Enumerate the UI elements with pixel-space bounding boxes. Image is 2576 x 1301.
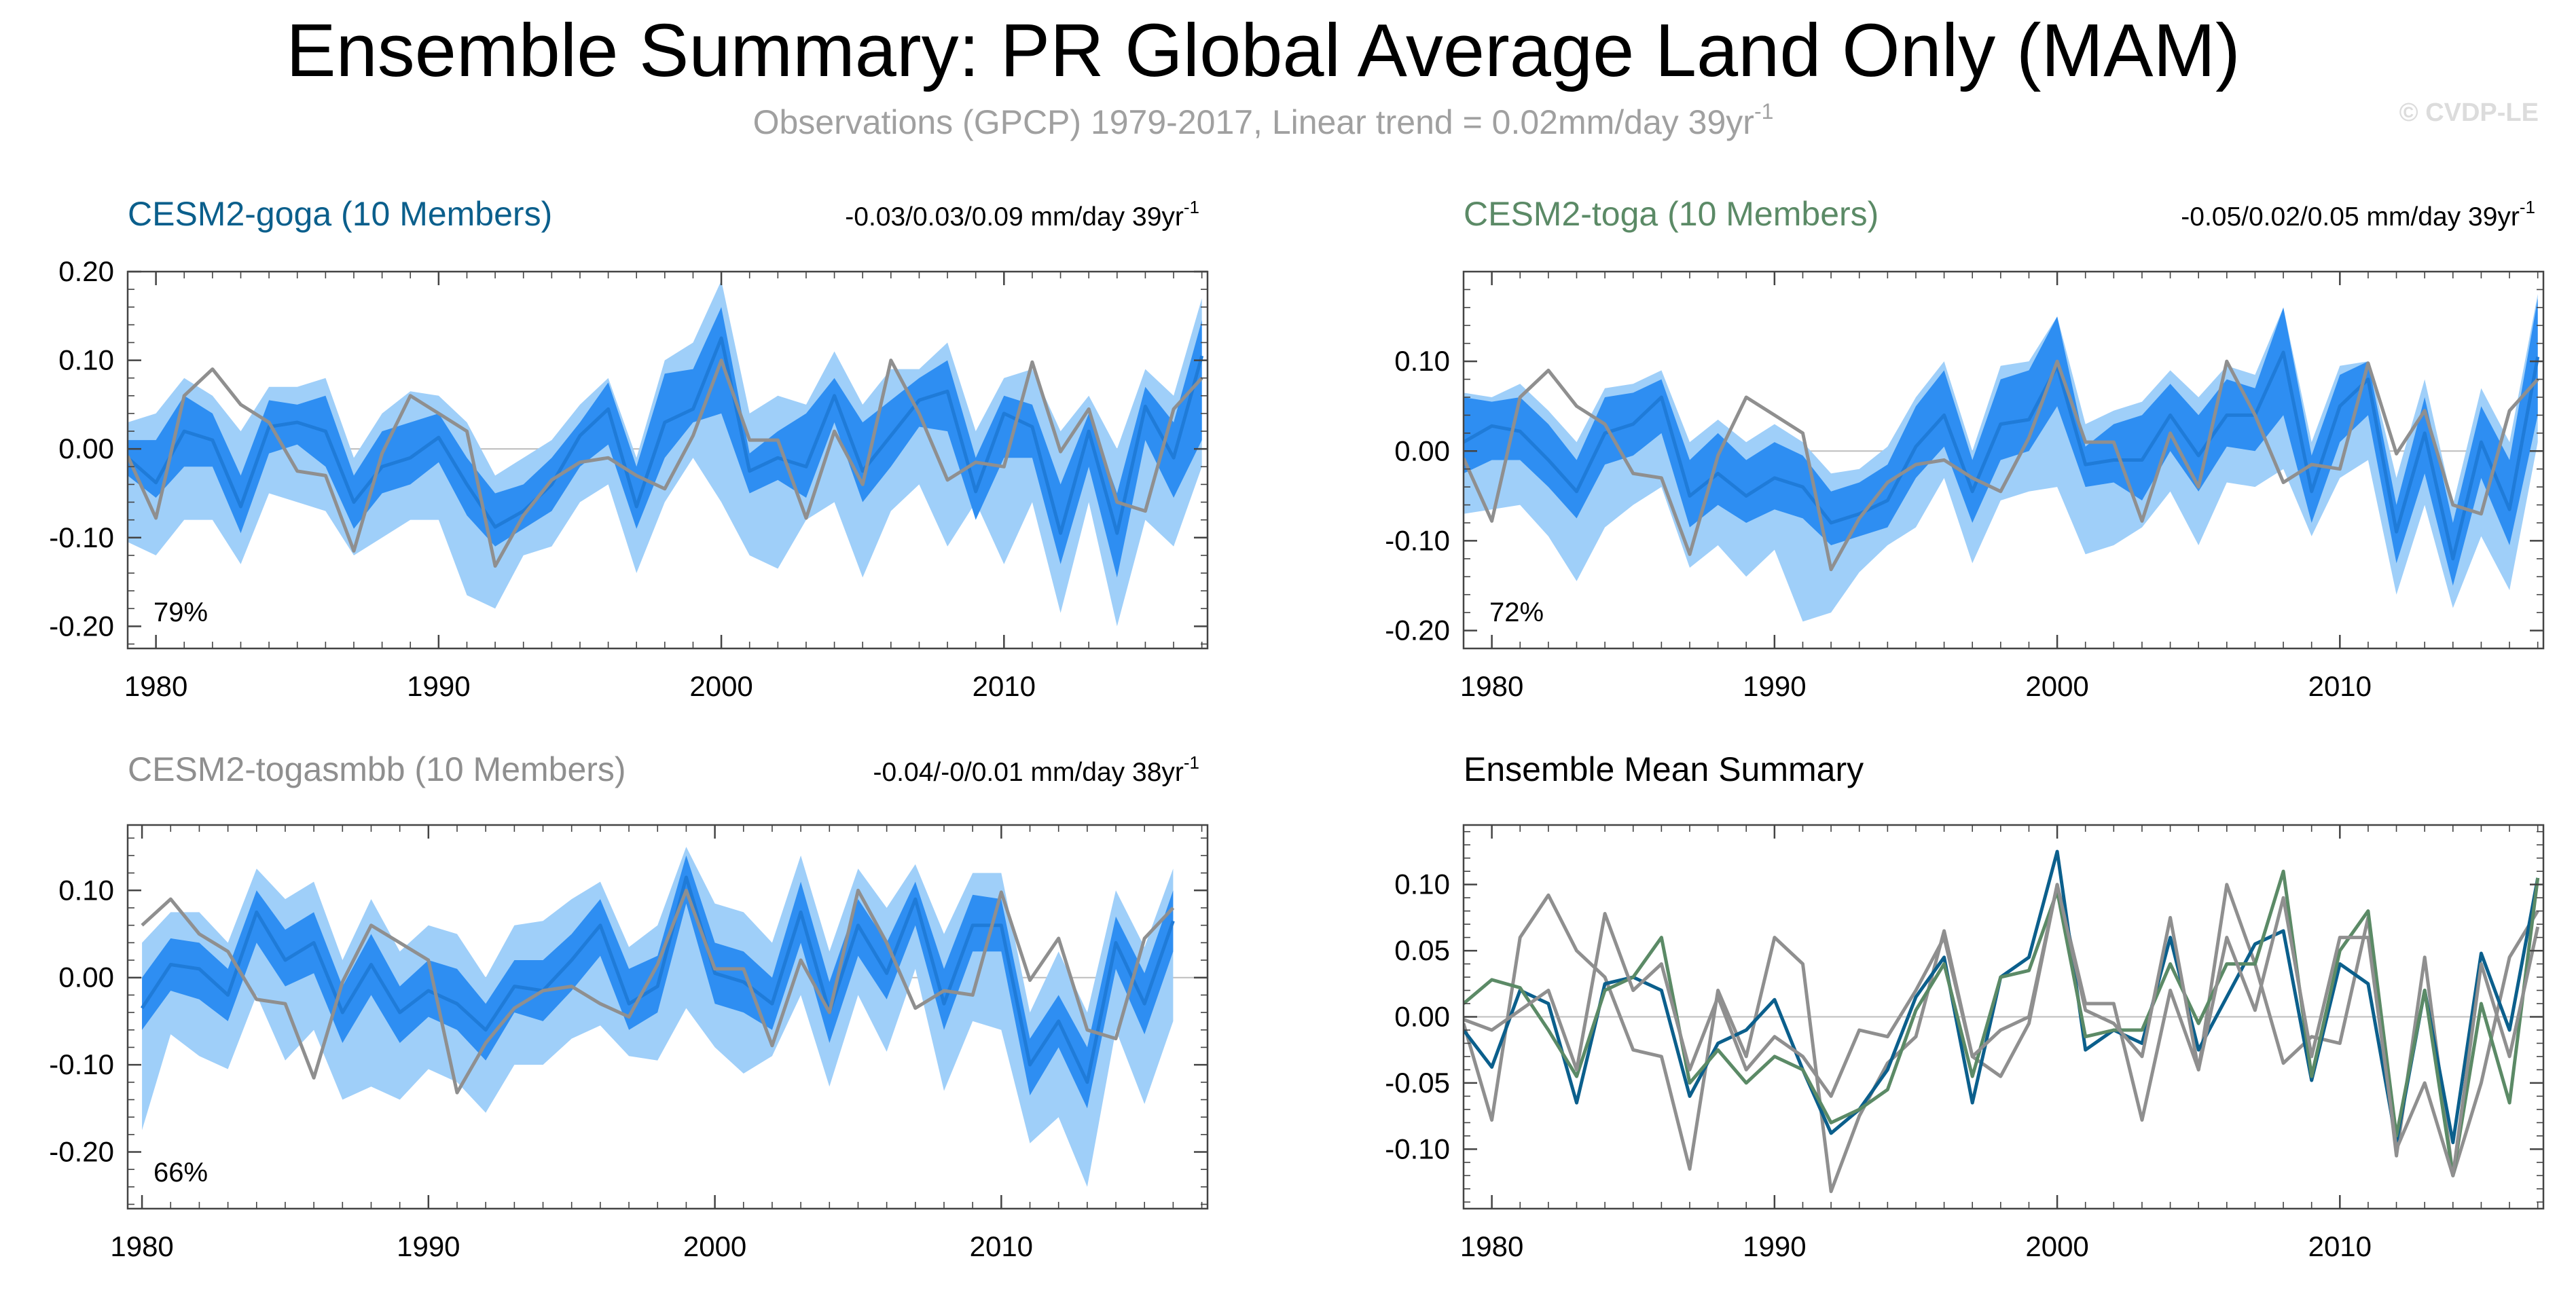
x-tick-label: 1980 bbox=[110, 1230, 173, 1262]
figure-subtitle: Observations (GPCP) 1979-2017, Linear tr… bbox=[753, 99, 1774, 141]
y-tick-label: 0.05 bbox=[1394, 934, 1450, 966]
x-tick-label: 2010 bbox=[2308, 1230, 2372, 1262]
y-tick-label: 0.00 bbox=[58, 961, 114, 993]
y-tick-label: 0.10 bbox=[58, 874, 114, 906]
y-tick-label: 0.10 bbox=[58, 344, 114, 376]
chart-panel-2: -0.20 -0.10 0.00 0.10 1980 1990 2000 2010 CESM2-… bbox=[1385, 195, 2545, 702]
y-tick-label: 0.00 bbox=[1394, 1001, 1450, 1033]
plot-area bbox=[128, 847, 1208, 1187]
trend-label-superscript: -1 bbox=[2520, 197, 2535, 217]
subtitle-superscript: -1 bbox=[1754, 99, 1773, 124]
trend-label: -0.05/0.02/0.05 mm/day 39yr-1 bbox=[2181, 197, 2535, 232]
chart-panel-4: -0.10 -0.05 0.00 0.05 0.10 1980 1990 2000 2010 En… bbox=[1385, 750, 2545, 1262]
y-tick-label: 0.10 bbox=[1394, 868, 1450, 900]
trend-label-text: -0.04/-0/0.01 mm/day 38yr bbox=[873, 758, 1184, 787]
panel-title: Ensemble Mean Summary bbox=[1464, 750, 1864, 788]
y-tick-label: -0.10 bbox=[49, 521, 114, 553]
series-line-3 bbox=[1464, 869, 2540, 1177]
subtitle-text: Observations (GPCP) 1979-2017, Linear tr… bbox=[753, 103, 1754, 141]
plot-area bbox=[1464, 849, 2543, 1194]
copyright-label: © CVDP-LE bbox=[2399, 98, 2539, 127]
y-tick-label: -0.10 bbox=[1385, 1133, 1450, 1165]
trend-label-text: -0.03/0.03/0.09 mm/day 39yr bbox=[845, 202, 1184, 232]
y-tick-label: 0.10 bbox=[1394, 345, 1450, 377]
ensemble-mean-line bbox=[128, 336, 1204, 535]
chart-panel-3: -0.20 -0.10 0.00 0.10 1980 1990 2000 2010 CESM2-… bbox=[49, 750, 1209, 1262]
x-tick-label: 2000 bbox=[689, 670, 752, 702]
percent-label: 72% bbox=[1489, 598, 1544, 627]
y-tick-label: -0.05 bbox=[1385, 1067, 1450, 1099]
observations-line bbox=[1464, 359, 2539, 572]
observations-line bbox=[128, 359, 1203, 568]
x-tick-label: 2010 bbox=[973, 670, 1036, 702]
trend-label-superscript: -1 bbox=[1184, 197, 1199, 217]
x-tick-label: 1980 bbox=[1460, 670, 1523, 702]
y-tick-label: -0.10 bbox=[1385, 524, 1450, 556]
plot-frame bbox=[126, 270, 1209, 650]
x-tick-label: 2000 bbox=[2025, 670, 2088, 702]
ensemble-mean-line bbox=[141, 875, 1175, 1084]
chart-panel-1: -0.20 -0.10 0.00 0.10 0.20 1980 1990 2000 2010 CE… bbox=[49, 195, 1209, 702]
y-tick-label: 0.00 bbox=[1394, 435, 1450, 466]
x-tick-label: 1990 bbox=[397, 1230, 460, 1262]
y-tick-label: -0.20 bbox=[49, 610, 114, 642]
plot-area bbox=[128, 280, 1208, 627]
plot-frame bbox=[126, 824, 1209, 1210]
y-tick-label: -0.10 bbox=[49, 1048, 114, 1080]
ensemble-mean-line bbox=[1464, 350, 2540, 561]
panel-title: CESM2-goga (10 Members) bbox=[128, 195, 552, 233]
y-tick-label: 0.20 bbox=[58, 255, 114, 287]
plot-frame bbox=[1462, 270, 2545, 650]
trend-label: -0.03/0.03/0.09 mm/day 39yr-1 bbox=[845, 197, 1199, 232]
x-tick-label: 2000 bbox=[683, 1230, 746, 1262]
x-tick-label: 2010 bbox=[2308, 670, 2372, 702]
series-line-1 bbox=[1464, 883, 2539, 1194]
x-tick-label: 2010 bbox=[970, 1230, 1033, 1262]
inner-spread-band bbox=[1464, 298, 2538, 586]
percent-label: 79% bbox=[153, 598, 208, 627]
y-tick-label: -0.20 bbox=[1385, 615, 1450, 646]
observations-line bbox=[141, 888, 1175, 1095]
series-line-4 bbox=[1464, 883, 2540, 1177]
trend-label: -0.04/-0/0.01 mm/day 38yr-1 bbox=[873, 752, 1200, 787]
trend-label-superscript: -1 bbox=[1184, 752, 1199, 773]
panels-group: -0.20 -0.10 0.00 0.10 0.20 1980 1990 2000 2010 CE… bbox=[49, 195, 2545, 1262]
x-tick-label: 1990 bbox=[407, 670, 470, 702]
x-tick-label: 2000 bbox=[2025, 1230, 2088, 1262]
x-tick-label: 1990 bbox=[1743, 1230, 1806, 1262]
x-tick-label: 1990 bbox=[1743, 670, 1806, 702]
x-tick-label: 1980 bbox=[1460, 1230, 1523, 1262]
panel-title: CESM2-toga (10 Members) bbox=[1464, 195, 1879, 233]
percent-label: 66% bbox=[153, 1158, 208, 1188]
y-tick-label: 0.00 bbox=[58, 433, 114, 464]
figure-title: Ensemble Summary: PR Global Average Land… bbox=[286, 9, 2240, 92]
outer-spread-band bbox=[142, 847, 1174, 1187]
trend-label-text: -0.05/0.02/0.05 mm/day 39yr bbox=[2181, 202, 2520, 232]
x-tick-label: 1980 bbox=[124, 670, 187, 702]
inner-spread-band bbox=[128, 307, 1202, 578]
plot-area bbox=[1464, 294, 2543, 622]
y-tick-label: -0.20 bbox=[49, 1136, 114, 1168]
panel-title: CESM2-togasmbb (10 Members) bbox=[128, 750, 626, 788]
